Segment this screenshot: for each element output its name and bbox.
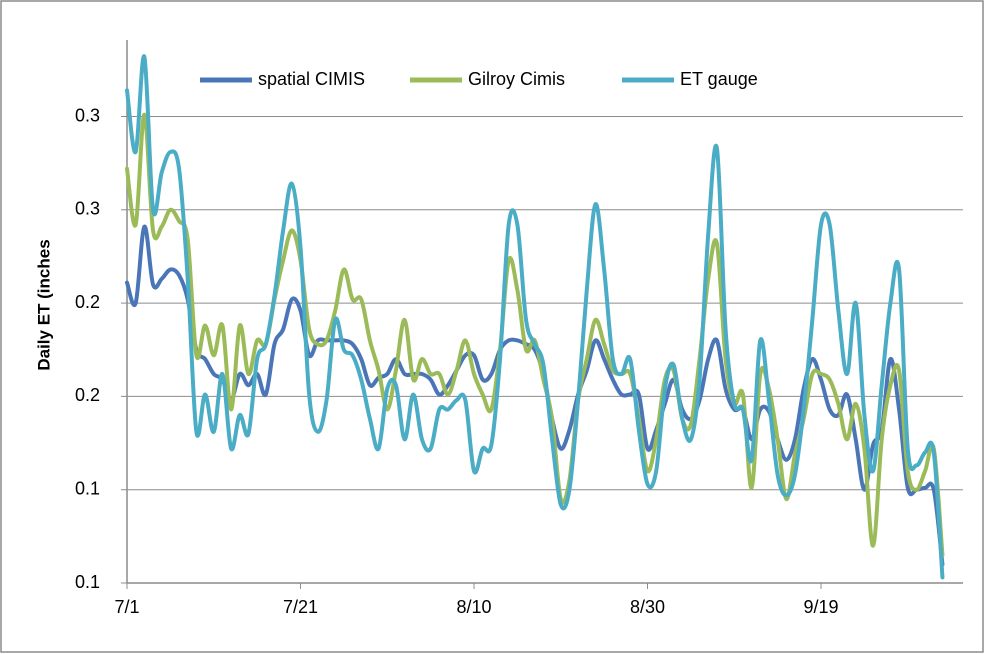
y-tick-label: 0.1	[75, 572, 100, 592]
legend-label: spatial CIMIS	[258, 69, 365, 89]
x-tick-label: 9/19	[803, 597, 838, 617]
legend-label: ET gauge	[680, 69, 758, 89]
y-tick-label: 0.3	[75, 105, 100, 125]
y-tick-label: 0.3	[75, 199, 100, 219]
y-tick-label: 0.2	[75, 385, 100, 405]
y-tick-label: 0.2	[75, 292, 100, 312]
y-tick-label: 0.1	[75, 478, 100, 498]
y-axis-title: Daily ET (inches	[34, 239, 53, 370]
series-line	[125, 54, 945, 580]
legend-label: Gilroy Cimis	[468, 69, 565, 89]
x-tick-label: 8/10	[456, 597, 491, 617]
x-tick-label: 7/1	[114, 597, 139, 617]
x-tick-label: 8/30	[630, 597, 665, 617]
x-tick-label: 7/21	[283, 597, 318, 617]
